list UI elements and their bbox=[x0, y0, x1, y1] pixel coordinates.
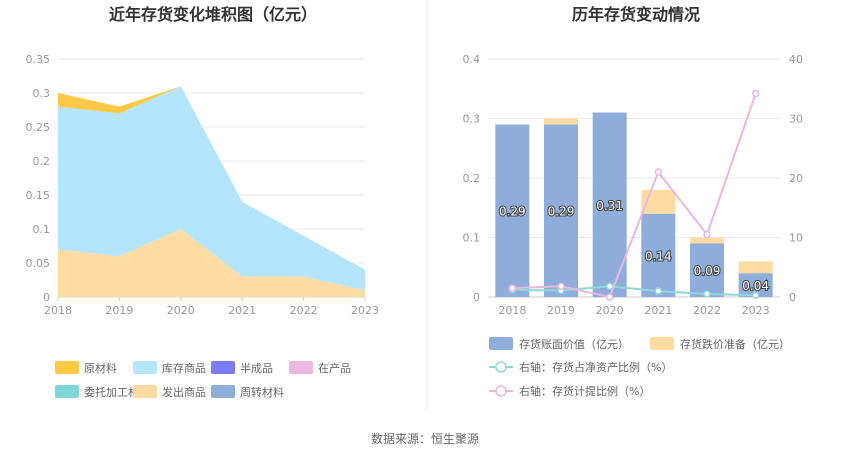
right-x-tick-label: 2018 bbox=[498, 304, 526, 317]
right-grid bbox=[488, 58, 780, 298]
point-share-of-net-assets bbox=[605, 282, 614, 291]
legend-label-库存商品: 库存商品 bbox=[162, 361, 206, 375]
left-axis: 0 0.05 0.1 0.15 0.2 0.25 0.3 0.35 2018 2019 2020 20… bbox=[26, 53, 380, 317]
area-发出商品 bbox=[58, 229, 365, 297]
bar-book-value bbox=[495, 124, 530, 297]
legend-label-impairment: 存货跌价准备（亿元） bbox=[680, 337, 790, 351]
bar-data-label: 0.14 bbox=[645, 249, 672, 263]
bar-impairment bbox=[690, 237, 724, 244]
legend-label-在产品: 在产品 bbox=[318, 361, 351, 375]
right-y-right-tick-label: 10 bbox=[789, 232, 803, 245]
right-x-tick-label: 2023 bbox=[742, 304, 770, 317]
right-lines bbox=[508, 89, 760, 301]
legend-swatch-发出商品 bbox=[133, 385, 157, 398]
bar-data-label: 0.31 bbox=[596, 199, 623, 213]
bar-data-label: 0.04 bbox=[742, 279, 769, 293]
legend-label-周转材料: 周转材料 bbox=[240, 385, 284, 399]
legend-swatch-库存商品 bbox=[133, 361, 157, 374]
right-y-left-tick-label: 0.3 bbox=[463, 113, 481, 126]
bar-book-value bbox=[738, 273, 773, 297]
point-provision-ratio bbox=[508, 284, 517, 292]
left-x-tick-label: 2021 bbox=[228, 304, 256, 317]
left-x-tick-label: 2018 bbox=[44, 304, 72, 317]
left-chart-title: 近年存货变化堆积图（亿元） bbox=[109, 5, 317, 24]
source-note: 数据来源：恒生聚源 bbox=[371, 431, 479, 446]
bar-data-label: 0.09 bbox=[694, 264, 721, 278]
legend-label-发出商品: 发出商品 bbox=[162, 385, 206, 399]
legend-label-share-of-net-assets: 右轴：存货占净资产比例（%） bbox=[519, 360, 672, 374]
bar-data-label: 0.29 bbox=[548, 205, 575, 219]
line-share-of-net-assets bbox=[512, 285, 756, 297]
legend-label-book-value: 存货账面价值（亿元） bbox=[519, 337, 629, 351]
right-y-left-tick-label: 0.4 bbox=[463, 53, 481, 66]
point-provision-ratio bbox=[605, 293, 614, 301]
right-y-right-tick-label: 0 bbox=[789, 291, 796, 304]
left-areas bbox=[58, 86, 365, 297]
legend-swatch-impairment bbox=[650, 337, 674, 350]
bar-impairment bbox=[738, 261, 773, 274]
right-x-tick-label: 2021 bbox=[644, 304, 672, 317]
bar-book-value bbox=[690, 243, 724, 297]
point-share-of-net-assets bbox=[654, 287, 663, 295]
left-y-tick-label: 0.35 bbox=[26, 53, 51, 66]
legend-swatch-委托加工材料 bbox=[55, 385, 79, 398]
legend-label-原材料: 原材料 bbox=[84, 361, 117, 375]
right-y-left-tick-label: 0 bbox=[473, 291, 480, 304]
left-y-tick-label: 0.05 bbox=[26, 257, 51, 270]
point-provision-ratio bbox=[654, 168, 663, 176]
legend-label-半成品: 半成品 bbox=[240, 361, 273, 375]
right-legend: 存货账面价值（亿元） 存货跌价准备（亿元） 右轴：存货占净资产比例（%） 右轴：存货计… bbox=[489, 337, 790, 398]
point-provision-ratio bbox=[703, 230, 711, 239]
bar-impairment bbox=[544, 118, 578, 125]
left-y-tick-label: 0.2 bbox=[33, 155, 51, 168]
right-chart-title: 历年存货变动情况 bbox=[572, 5, 700, 24]
right-x-tick-label: 2022 bbox=[693, 304, 721, 317]
left-y-tick-label: 0.25 bbox=[26, 121, 51, 134]
point-share-of-net-assets bbox=[703, 290, 711, 298]
bar-book-value bbox=[544, 124, 578, 297]
right-x-tick-label: 2020 bbox=[596, 304, 624, 317]
right-y-left-tick-label: 0.1 bbox=[463, 232, 481, 245]
legend-marker-share-of-net-assets bbox=[495, 361, 507, 373]
right-labels: 0.29 0.29 0.31 0.14 0.09 0.04 bbox=[498, 198, 770, 294]
line-provision-ratio bbox=[512, 93, 757, 299]
area-原材料 bbox=[58, 86, 365, 270]
right-y-right-tick-label: 40 bbox=[789, 53, 803, 66]
legend-swatch-半成品 bbox=[211, 361, 235, 374]
right-chart: 历年存货变动情况 0.29 0.29 0.31 0.14 0.09 0.04 0 0.1 0.… bbox=[463, 5, 804, 398]
legend-swatch-周转材料 bbox=[211, 385, 235, 398]
legend-swatch-在产品 bbox=[289, 361, 313, 374]
area-库存商品 bbox=[58, 86, 365, 291]
right-y-right-tick-label: 30 bbox=[789, 113, 803, 126]
left-y-tick-label: 0 bbox=[43, 291, 50, 304]
legend-swatch-原材料 bbox=[55, 361, 79, 374]
right-y-left-tick-label: 0.2 bbox=[463, 172, 481, 185]
right-y-right-tick-label: 20 bbox=[789, 172, 803, 185]
left-y-tick-label: 0.15 bbox=[26, 189, 51, 202]
legend-marker-provision-ratio bbox=[495, 385, 507, 397]
point-provision-ratio bbox=[751, 89, 760, 98]
bar-book-value bbox=[641, 213, 676, 297]
left-x-tick-label: 2020 bbox=[167, 304, 195, 317]
right-axis: 0 0.1 0.2 0.3 0.4 0 10 20 30 40 2018 2019 2020 2021 20… bbox=[463, 53, 804, 317]
legend-label-provision-ratio: 右轴：存货计提比例（%） bbox=[519, 384, 650, 398]
right-bars bbox=[495, 112, 773, 297]
bar-data-label: 0.29 bbox=[499, 205, 526, 219]
left-x-tick-label: 2023 bbox=[351, 304, 379, 317]
left-x-tick-label: 2019 bbox=[105, 304, 133, 317]
legend-swatch-book-value bbox=[489, 337, 513, 350]
point-share-of-net-assets bbox=[751, 291, 760, 299]
point-provision-ratio bbox=[557, 282, 565, 291]
left-y-tick-label: 0.3 bbox=[33, 87, 51, 100]
left-chart: 近年存货变化堆积图（亿元） 0 0.05 0.1 0.15 0.2 0.25 0.3 0.35… bbox=[26, 5, 380, 399]
left-x-tick-label: 2022 bbox=[290, 304, 318, 317]
left-y-tick-label: 0.1 bbox=[33, 223, 51, 236]
right-x-tick-label: 2019 bbox=[547, 304, 575, 317]
